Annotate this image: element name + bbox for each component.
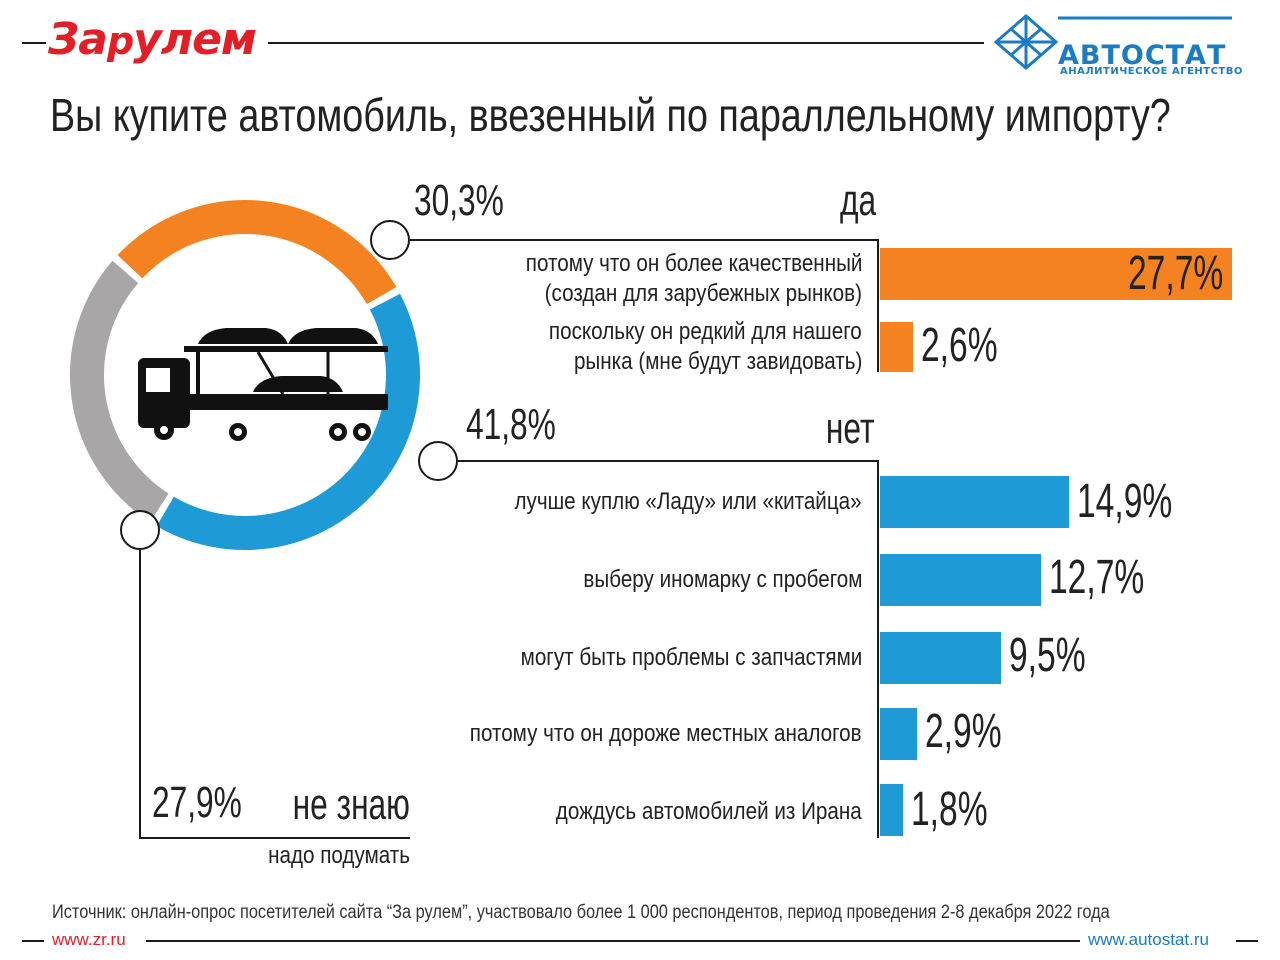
autostat-name: АВТОСТАТ (1058, 40, 1227, 71)
value-no-3: 9,5% (1008, 629, 1086, 682)
no-reason-5: дождусь автомобилей из Ирана (556, 798, 862, 825)
header-rule-left (22, 42, 46, 44)
bar-no-3 (880, 632, 1001, 684)
bar-no-2 (880, 554, 1042, 606)
autostat-url: www.autostat.ru (1088, 930, 1209, 949)
value-no-5: 1,8% (910, 783, 988, 836)
source-note: Источник: онлайн-опрос посетителей сайта… (52, 902, 1110, 923)
footer-rule-mid (146, 940, 1080, 942)
yes-reason-2-line2: рынка (мне будут завидовать) (573, 348, 862, 375)
bar-no-5 (880, 784, 903, 836)
no-label: нет (825, 404, 874, 453)
dontknow-percent: 27,9% (152, 778, 242, 827)
no-reason-2: выберу иномарку с пробегом (582, 566, 862, 593)
footer-rule-right (1236, 940, 1258, 942)
donut-slice-3 (70, 260, 169, 523)
dontknow-label: не знаю (292, 780, 410, 829)
zr-url: www.zr.ru (52, 930, 126, 949)
value-no-4: 2,9% (924, 705, 1002, 758)
bar-no-1 (880, 476, 1070, 528)
yes-label: да (839, 176, 876, 225)
yes-percent: 30,3% (414, 176, 504, 225)
page-title: Вы купите автомобиль, ввезенный по парал… (50, 89, 1171, 141)
footer-rule-left (22, 940, 44, 942)
bar-no-4 (880, 708, 917, 760)
no-reason-3: могут быть проблемы с запчастями (520, 644, 862, 671)
header-rule-right (268, 42, 984, 44)
yes-reason-2-line1: поскольку он редкий для нашего (549, 318, 862, 345)
value-no-2: 12,7% (1049, 551, 1145, 604)
car-transporter-icon (138, 328, 388, 441)
bar-yes-1 (880, 248, 1232, 300)
no-percent: 41,8% (466, 400, 556, 449)
donut-slice-1 (117, 200, 397, 305)
donut-slice-2 (156, 293, 420, 550)
dontknow-sublabel: надо подумать (268, 842, 410, 869)
no-reason-1: лучше куплю «Ладу» или «китайца» (514, 488, 862, 515)
autostat-logo-icon (993, 14, 1232, 70)
value-yes-2: 2,6% (921, 319, 998, 372)
bar-yes-2 (880, 322, 914, 372)
autostat-subtitle: АНАЛИТИЧЕСКОЕ АГЕНТСТВО (1060, 66, 1243, 77)
donut-chart (70, 200, 420, 550)
yes-reason-1-line2: (создан для зарубежных рынков) (544, 280, 862, 307)
no-reason-4: потому что он дороже местных аналогов (470, 720, 862, 747)
yes-reason-1-line1: потому что он более качественный (525, 250, 862, 277)
zr-logo: Зарулем (48, 14, 257, 65)
value-no-1: 14,9% (1077, 475, 1173, 528)
value-yes-1: 27,7% (1127, 247, 1224, 300)
